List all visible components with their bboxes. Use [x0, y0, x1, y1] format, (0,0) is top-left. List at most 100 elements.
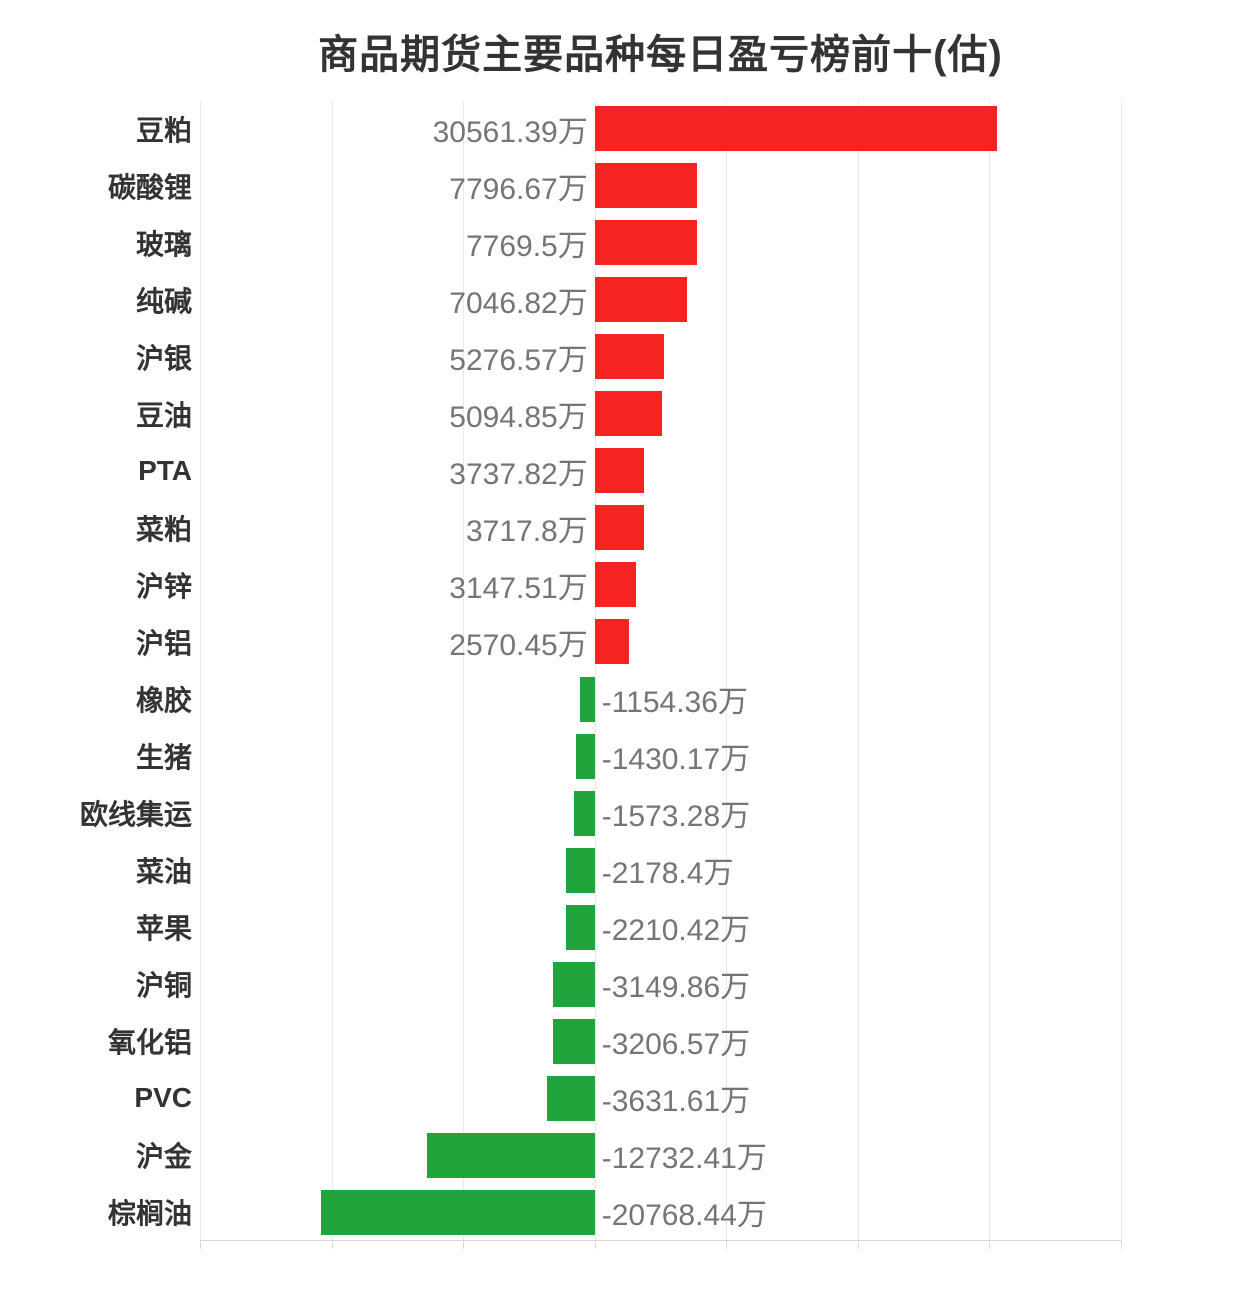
value-label: -2178.4万 [601, 857, 734, 891]
gridline [463, 100, 465, 1241]
bar-row: 菜粕 3717.8万 [0, 499, 1246, 556]
gridline [331, 100, 333, 1241]
loss-bar [552, 1018, 595, 1064]
profit-bar [594, 391, 662, 437]
axis-tick [989, 1241, 991, 1249]
profit-bar [594, 505, 644, 551]
value-label: -2210.42万 [601, 914, 751, 948]
category-label: 沪铜 [135, 970, 192, 1002]
gridline [726, 100, 728, 1241]
value-label: -1154.36万 [601, 686, 748, 720]
category-label: PVC [134, 1082, 192, 1114]
value-label: -1430.17万 [601, 743, 751, 777]
profit-bar [594, 448, 644, 494]
axis-tick [1121, 1241, 1122, 1249]
axis-tick [857, 1241, 859, 1249]
category-label: 玻璃 [135, 228, 192, 260]
value-label: -12732.41万 [601, 1142, 767, 1176]
x-axis-line [200, 1240, 1121, 1241]
gridline [857, 100, 859, 1241]
profit-bar [594, 163, 698, 209]
bar-row: 沪银 5276.57万 [0, 328, 1246, 385]
profit-bar [594, 220, 697, 266]
loss-bar [427, 1132, 595, 1178]
value-label: -3149.86万 [601, 971, 751, 1005]
axis-tick [463, 1241, 465, 1249]
profit-bar [594, 619, 629, 665]
value-label: 3737.82万 [449, 457, 588, 491]
loss-bar [579, 676, 595, 722]
bar-row: PTA 3737.82万 [0, 442, 1246, 499]
value-label: -20768.44万 [601, 1199, 767, 1233]
axis-tick [594, 1241, 596, 1249]
bar-row: 沪锌 3147.51万 [0, 556, 1246, 613]
value-label: -3206.57万 [601, 1028, 751, 1062]
profit-bar [594, 106, 997, 152]
gridline [989, 100, 991, 1241]
bar-row: 玻璃 7769.5万 [0, 214, 1246, 271]
bar-row: 豆粕 30561.39万 [0, 100, 1246, 157]
loss-bar [566, 847, 595, 893]
profit-bar [594, 277, 688, 323]
bar-row: 沪金 -12732.41万 [0, 1127, 1246, 1184]
category-label: 苹果 [135, 913, 192, 945]
category-label: 豆粕 [135, 114, 192, 146]
loss-bar [321, 1189, 595, 1235]
bar-row: 棕榈油 -20768.44万 [0, 1184, 1246, 1241]
profit-bar [594, 562, 637, 608]
value-label: 7796.67万 [449, 172, 588, 206]
category-label: 菜粕 [135, 513, 192, 545]
value-label: 3717.8万 [465, 514, 588, 548]
bar-row: 菜油 -2178.4万 [0, 842, 1246, 899]
bar-row: 沪铜 -3149.86万 [0, 956, 1246, 1013]
category-label: 欧线集运 [79, 799, 192, 831]
category-label: 沪银 [135, 342, 192, 374]
value-label: -1573.28万 [601, 800, 751, 834]
value-label: 30561.39万 [432, 115, 588, 149]
value-label: 3147.51万 [449, 571, 588, 605]
axis-tick [331, 1241, 333, 1249]
bar-row: 生猪 -1430.17万 [0, 728, 1246, 785]
value-label: -3631.61万 [601, 1085, 751, 1119]
loss-bar [553, 961, 595, 1007]
gridline [594, 100, 596, 1241]
bar-row: 橡胶 -1154.36万 [0, 671, 1246, 728]
bar-row: PVC -3631.61万 [0, 1070, 1246, 1127]
bar-row: 苹果 -2210.42万 [0, 899, 1246, 956]
category-label: 沪铝 [135, 627, 192, 659]
loss-bar [575, 733, 595, 779]
category-label: 沪金 [135, 1141, 192, 1173]
category-label: 纯碱 [135, 285, 192, 317]
bar-row: 氧化铝 -3206.57万 [0, 1013, 1246, 1070]
bar-row: 碳酸锂 7796.67万 [0, 157, 1246, 214]
value-label: 7769.5万 [465, 229, 588, 263]
category-label: 橡胶 [135, 685, 192, 717]
axis-tick [726, 1241, 728, 1249]
category-label: 沪锌 [135, 570, 192, 602]
gridline [200, 100, 201, 1241]
loss-bar [565, 904, 595, 950]
profit-bar [594, 334, 665, 380]
loss-bar [574, 790, 595, 836]
axis-tick [200, 1241, 201, 1249]
category-label: 豆油 [135, 399, 192, 431]
chart-title: 商品期货主要品种每日盈亏榜前十(估) [318, 33, 1003, 77]
bar-row: 欧线集运 -1573.28万 [0, 785, 1246, 842]
category-label: 棕榈油 [107, 1198, 192, 1230]
category-label: PTA [138, 454, 192, 486]
bar-row: 豆油 5094.85万 [0, 385, 1246, 442]
category-label: 生猪 [135, 742, 192, 774]
gridline [1121, 100, 1122, 1241]
category-label: 碳酸锂 [107, 171, 192, 203]
loss-bar [546, 1075, 595, 1121]
bar-row: 纯碱 7046.82万 [0, 271, 1246, 328]
category-label: 菜油 [135, 856, 192, 888]
value-label: 2570.45万 [449, 628, 588, 662]
category-label: 氧化铝 [107, 1027, 192, 1059]
bar-row: 沪铝 2570.45万 [0, 613, 1246, 670]
value-label: 5276.57万 [449, 343, 588, 377]
value-label: 7046.82万 [449, 286, 588, 320]
value-label: 5094.85万 [449, 400, 588, 434]
